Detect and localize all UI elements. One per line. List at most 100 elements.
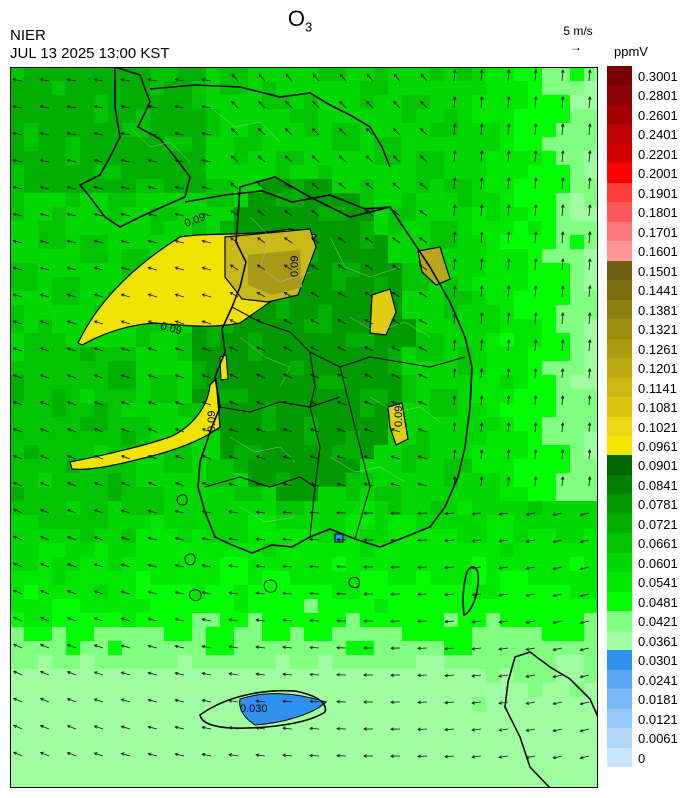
wind-arrow [561,395,564,406]
wind-arrow-head [255,400,260,405]
wind-arrow [94,482,104,487]
wind-arrow-head [12,131,17,136]
wind-arrow [480,449,483,460]
wind-arrow [309,620,320,622]
wind-arrow-head [255,482,260,486]
wind-arrow [338,264,347,271]
wind-arrow [229,401,239,406]
wind-arrow [13,105,23,109]
wind-arrow [391,373,401,379]
wind-arrow-head [336,428,341,432]
wind-arrow-head [498,512,503,516]
wind-arrow-head [390,455,395,459]
wind-arrow [444,647,455,650]
wind-arrow-head [587,150,592,154]
wind-arrow-head [228,400,233,405]
legend-swatch [607,260,632,281]
wind-arrow-head [533,285,538,289]
wind-arrow-head [498,566,503,570]
wind-arrow-head [560,395,565,399]
wind-arrow-head [282,510,286,515]
wind-arrow [202,213,212,217]
wind-arrow [229,565,239,568]
wind-arrow-head [258,128,262,132]
wind-arrow [282,619,293,622]
wind-arrow-head [93,428,98,432]
wind-arrow-head [174,266,179,270]
wind-arrow [534,258,537,271]
wind-arrow-head [93,725,98,729]
wind-arrow [418,319,428,325]
wind-arrow-head [498,647,503,651]
contour-label: 0.09 [206,411,218,432]
wind-arrow-head [417,646,421,651]
legend-swatch [607,552,632,573]
wind-arrow-head [228,510,233,514]
wind-arrow [311,210,320,217]
wind-arrow-head [39,374,44,378]
dmz-line [184,190,391,210]
wind-arrow-head [391,319,396,323]
wind-arrow-head [228,537,233,541]
wind-arrow [507,476,510,487]
wind-arrow-head [120,644,125,648]
wind-arrow-head [174,455,179,459]
legend-swatch [607,689,632,710]
wind-arrow-head [479,312,484,316]
wind-arrow [256,346,266,352]
wind-arrow-head [392,182,397,187]
wind-arrow-head [338,155,343,159]
legend-label: 0.0301 [638,653,678,669]
wind-arrow-head [417,538,421,543]
legend-unit: ppmV [614,44,648,59]
wind-arrow [453,395,456,406]
wind-arrow [148,455,158,460]
wind-arrow-head [479,368,484,372]
wind-arrow-head [283,373,287,377]
wind-arrow [148,347,158,352]
wind-arrow-head [120,131,125,136]
wind-arrow [507,150,510,163]
wind-arrow [418,346,428,352]
legend-swatch [607,163,632,184]
wind-arrow-head [174,644,179,649]
wind-arrow-head [390,400,395,405]
wind-arrow-head [258,100,262,105]
wind-arrow [453,69,456,82]
wind-arrow [13,643,23,649]
wind-arrow [148,105,158,109]
wind-arrow [499,593,509,596]
wind-arrow-head [417,482,422,486]
wind-arrow [534,312,537,325]
wind-arrow-head [13,562,17,566]
legend-label: 0.1901 [638,185,678,201]
wind-arrow-head [66,266,71,270]
wind-arrow-head [471,728,476,732]
wind-arrow [40,401,50,406]
wind-arrow-head [257,209,261,214]
wind-arrow-head [364,291,369,296]
wind-arrow [419,210,428,217]
wind-arrow [499,647,509,650]
wind-arrow [67,159,77,163]
wind-arrow [256,754,266,757]
wind-arrow [121,186,131,190]
wind-arrow-head [417,727,421,732]
wind-arrow-head [391,264,396,268]
wind-arrow-head [174,590,179,595]
wind-arrow-head [533,204,538,208]
wind-arrow [148,213,158,217]
wind-arrow-head [392,209,396,214]
wind-arrow-head [39,347,44,351]
wind-arrow [312,155,320,163]
wind-arrow [121,537,131,541]
wind-arrow [40,294,50,298]
wind-arrow-head [93,185,98,190]
wind-arrow-head [479,285,484,289]
wind-arrow-head [364,346,368,350]
wind-arrow [40,132,50,136]
wind-arrow-head [93,698,98,702]
wind-arrow-head [174,78,179,82]
wind-arrow [175,79,185,82]
wind-arrow [588,96,591,109]
